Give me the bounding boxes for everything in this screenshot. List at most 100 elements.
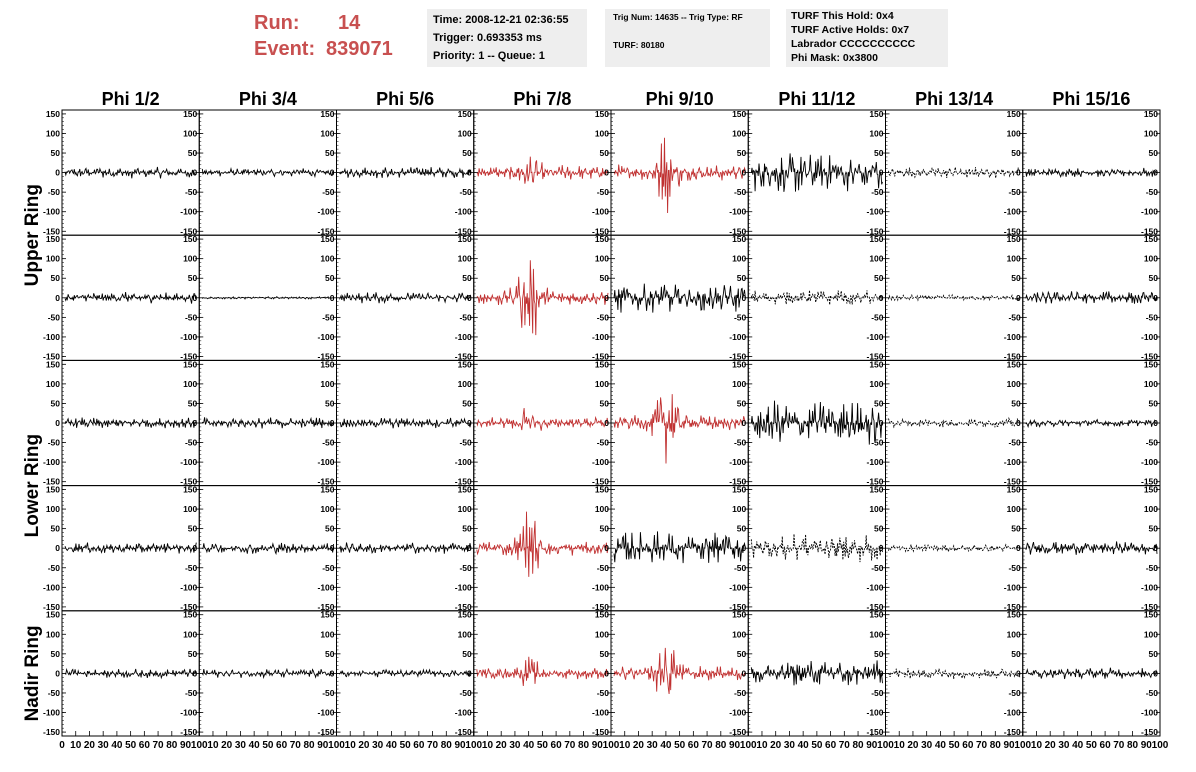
y-tick-label: -50	[597, 438, 610, 448]
x-tick-label: 90	[729, 740, 741, 751]
x-tick-label: 80	[990, 740, 1002, 751]
x-tick-label: 40	[523, 740, 535, 751]
waveform-trace	[613, 531, 746, 564]
y-tick-label: -100	[455, 708, 472, 718]
y-tick-label: -150	[592, 602, 609, 612]
y-tick-label: 50	[51, 524, 61, 534]
x-tick-label: 70	[702, 740, 714, 751]
x-tick-label: 90	[1003, 740, 1015, 751]
y-tick-label: -50	[185, 187, 198, 197]
y-tick-label: -100	[729, 708, 746, 718]
x-tick-label: 50	[400, 740, 412, 751]
x-tick-label: 60	[1100, 740, 1112, 751]
y-tick-label: -100	[1004, 708, 1021, 718]
y-tick-label: -100	[1141, 457, 1158, 467]
labrador-text: Labrador CCCCCCCCCC	[791, 38, 916, 50]
y-tick-label: -150	[317, 602, 334, 612]
panel-frame	[747, 485, 886, 612]
trigger-text: Trigger: 0.693353 ms	[433, 32, 542, 44]
y-tick-label: -150	[729, 351, 746, 361]
y-tick-label: 50	[188, 649, 198, 659]
y-tick-label: 100	[869, 128, 883, 138]
x-tick-label: 70	[153, 740, 165, 751]
y-tick-label: 100	[46, 629, 60, 639]
y-tick-label: -50	[597, 563, 610, 573]
y-tick-label: -150	[455, 226, 472, 236]
y-tick-label: 100	[183, 379, 197, 389]
y-tick-label: 150	[46, 234, 60, 244]
x-tick-label: 50	[811, 740, 823, 751]
ring-label-3: Nadir Ring	[22, 625, 43, 721]
waveform-trace	[888, 293, 1021, 302]
x-tick-label: 50	[125, 740, 137, 751]
y-tick-label: 150	[458, 234, 472, 244]
y-tick-label: 50	[51, 273, 61, 283]
y-tick-label: -50	[1146, 563, 1159, 573]
y-tick-label: -50	[1146, 187, 1159, 197]
y-tick-label: -100	[592, 207, 609, 217]
x-tick-label: 90	[866, 740, 878, 751]
y-tick-label: -50	[322, 688, 335, 698]
y-tick-label: -100	[43, 332, 60, 342]
waveform-trace	[613, 394, 746, 464]
y-tick-label: -50	[185, 438, 198, 448]
y-tick-label: 100	[46, 254, 60, 264]
y-tick-label: 50	[874, 398, 884, 408]
y-tick-label: 150	[320, 359, 334, 369]
y-tick-label: 100	[595, 629, 609, 639]
y-tick-label: -150	[1004, 351, 1021, 361]
x-tick-label: 30	[784, 740, 796, 751]
y-tick-label: -150	[317, 226, 334, 236]
x-tick-label: 20	[221, 740, 233, 751]
y-tick-label: 50	[325, 524, 335, 534]
y-tick-label: -150	[866, 477, 883, 487]
y-tick-label: -150	[317, 727, 334, 737]
y-tick-label: 100	[1144, 254, 1158, 264]
y-tick-label: 100	[1007, 379, 1021, 389]
y-tick-label: -50	[734, 438, 747, 448]
y-tick-label: 50	[600, 273, 610, 283]
x-tick-label: 40	[935, 740, 947, 751]
y-tick-label: -150	[1004, 226, 1021, 236]
y-tick-label: 50	[462, 148, 472, 158]
y-tick-label: 0	[467, 293, 472, 303]
y-tick-label: 50	[462, 524, 472, 534]
priority-text: Priority: 1 -- Queue: 1	[433, 50, 545, 62]
y-tick-label: 100	[732, 629, 746, 639]
y-tick-label: 100	[1007, 254, 1021, 264]
x-tick-label: 100	[1152, 740, 1169, 751]
y-tick-label: 0	[879, 668, 884, 678]
y-tick-label: 50	[737, 398, 747, 408]
time-trigger-box: Time: 2008-12-21 02:36:55 Trigger: 0.693…	[427, 9, 587, 67]
y-tick-label: 150	[732, 359, 746, 369]
y-tick-label: -100	[866, 457, 883, 467]
y-tick-label: -150	[729, 602, 746, 612]
x-tick-label: 60	[688, 740, 700, 751]
y-tick-label: -100	[43, 207, 60, 217]
x-tick-label: 40	[660, 740, 672, 751]
x-tick-label: 50	[949, 740, 961, 751]
y-tick-label: 100	[183, 629, 197, 639]
y-tick-label: 150	[1144, 109, 1158, 119]
x-tick-label: 30	[647, 740, 659, 751]
y-tick-label: -150	[180, 602, 197, 612]
y-tick-label: 100	[458, 504, 472, 514]
y-tick-label: 150	[458, 109, 472, 119]
y-tick-label: 150	[458, 485, 472, 495]
y-tick-label: 100	[320, 254, 334, 264]
y-tick-label: -100	[317, 582, 334, 592]
y-tick-label: 100	[595, 128, 609, 138]
y-tick-label: 100	[1144, 128, 1158, 138]
y-tick-label: -50	[734, 312, 747, 322]
y-tick-label: -150	[729, 727, 746, 737]
y-tick-label: 150	[320, 234, 334, 244]
x-tick-label: 30	[235, 740, 247, 751]
y-tick-label: 50	[325, 398, 335, 408]
y-tick-label: 50	[1149, 524, 1159, 534]
y-tick-label: -50	[734, 563, 747, 573]
x-tick-label: 80	[303, 740, 315, 751]
y-tick-label: -150	[729, 226, 746, 236]
waveform-trace	[613, 283, 746, 313]
y-tick-label: -50	[734, 187, 747, 197]
waveform-trace	[750, 290, 883, 305]
